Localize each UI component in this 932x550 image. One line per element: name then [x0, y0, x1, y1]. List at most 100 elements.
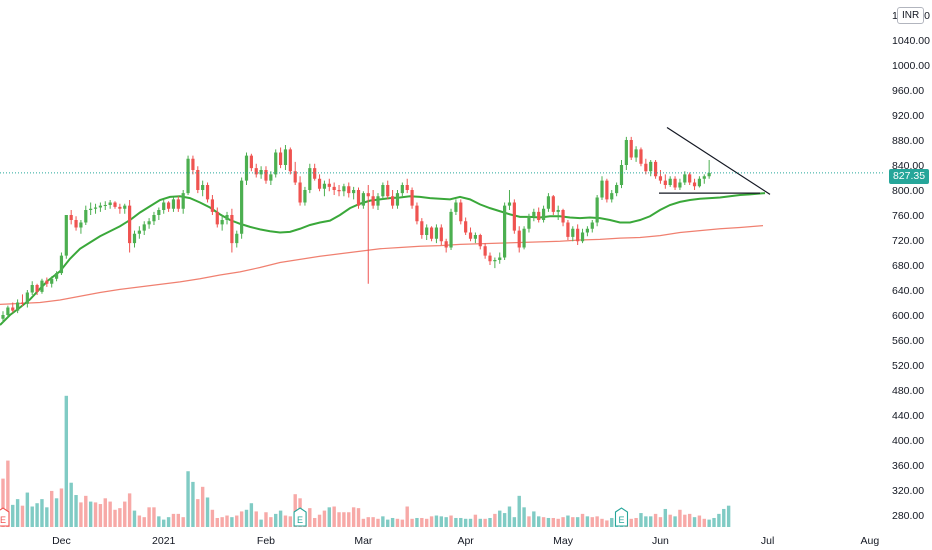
volume-bar	[6, 460, 10, 527]
volume-bar	[434, 515, 439, 527]
x-tick-label-2: Feb	[257, 535, 275, 547]
candle	[576, 224, 580, 245]
volume-bar	[215, 517, 219, 527]
candle-body	[283, 149, 288, 165]
x-tick-label-5: May	[553, 535, 574, 547]
volume-bar	[40, 499, 44, 527]
volume-bar	[376, 518, 380, 527]
volume-bar	[200, 486, 205, 527]
candle-body	[123, 205, 127, 209]
candle	[171, 197, 176, 212]
candle-body	[230, 215, 234, 244]
candle	[64, 215, 68, 259]
volume-bar	[171, 513, 176, 527]
volume-bar	[639, 513, 643, 527]
candle	[541, 205, 546, 223]
candle-body	[303, 190, 307, 203]
candle-body	[619, 165, 624, 185]
candle	[483, 243, 487, 259]
candle	[493, 257, 497, 269]
candle	[649, 160, 653, 177]
x-tick-label-3: Mar	[354, 535, 373, 547]
candle-body	[215, 211, 219, 225]
candle	[191, 155, 195, 175]
volume-bar	[410, 518, 414, 527]
candle	[327, 178, 331, 192]
earnings-marker[interactable]: E	[0, 507, 10, 527]
y-tick-label-1: 1040.00	[892, 35, 930, 47]
candle-body	[235, 233, 239, 244]
price-axis[interactable]: 1080.001040.001000.00960.00920.00880.008…	[892, 10, 930, 522]
candle-body	[69, 215, 73, 220]
volume-bar	[64, 395, 69, 527]
candle-body	[342, 186, 346, 192]
volume-bar	[610, 517, 614, 527]
candle	[551, 195, 555, 215]
earnings-marker-label: E	[0, 515, 6, 525]
candle	[342, 183, 346, 197]
candle-body	[347, 186, 351, 194]
candle	[566, 220, 570, 240]
earnings-marker[interactable]: E	[614, 507, 629, 527]
volume-bar	[687, 513, 692, 527]
volume-bar	[488, 517, 492, 527]
drawn-trendlines[interactable]	[659, 126, 771, 195]
candle-body	[425, 227, 429, 235]
volume-bar	[590, 517, 594, 527]
candle-body	[683, 174, 687, 183]
candle	[619, 160, 624, 189]
y-tick-label-20: 280.00	[892, 510, 924, 522]
volume-bar	[35, 503, 39, 527]
candle	[376, 193, 380, 210]
candle-body	[327, 183, 331, 187]
candle-body	[244, 155, 249, 181]
candle-body	[176, 199, 180, 209]
time-axis[interactable]: Dec 2021 Feb Mar Apr May Jun Jul Aug	[52, 535, 879, 547]
volume-bar	[20, 505, 25, 527]
candle	[454, 199, 458, 215]
candle	[517, 226, 521, 253]
candle	[16, 299, 20, 314]
candle	[152, 211, 156, 225]
candle-body	[317, 178, 322, 189]
y-tick-label-12: 600.00	[892, 310, 924, 322]
volume-bar	[132, 510, 137, 527]
candle-body	[361, 193, 365, 206]
candle-body	[629, 140, 633, 158]
candle-body	[152, 215, 156, 222]
candle-body	[449, 211, 453, 248]
y-tick-label-13: 560.00	[892, 335, 924, 347]
volume-bar	[517, 495, 521, 527]
volume-bar	[527, 516, 531, 527]
volume-bar	[249, 503, 254, 527]
volume-bar	[483, 518, 487, 527]
volume-bar	[595, 516, 599, 527]
candle	[361, 191, 365, 209]
candle	[624, 136, 628, 170]
candle-body	[566, 222, 570, 237]
volume-bar	[98, 504, 103, 527]
trendline-0[interactable]	[666, 126, 771, 195]
y-tick-label-7: 800.00	[892, 185, 924, 197]
y-tick-label-3: 960.00	[892, 85, 924, 97]
candle	[249, 153, 253, 172]
x-tick-label-8: Aug	[861, 535, 880, 547]
candle	[11, 302, 15, 313]
candle-body	[128, 205, 132, 244]
volume-bar	[337, 512, 341, 527]
volume-bar	[142, 517, 146, 527]
volume-bar	[502, 513, 507, 527]
candle-body	[1, 315, 5, 319]
candle-body	[668, 178, 672, 185]
candle-body	[142, 224, 146, 231]
currency-badge[interactable]: INR	[897, 7, 925, 24]
volume-bar	[283, 515, 288, 527]
earnings-marker[interactable]: E	[293, 507, 307, 527]
earnings-marker-badge	[0, 507, 10, 527]
candle	[571, 226, 575, 242]
candle-body	[210, 199, 215, 212]
candle-body	[498, 257, 502, 260]
candle-body	[653, 161, 658, 177]
